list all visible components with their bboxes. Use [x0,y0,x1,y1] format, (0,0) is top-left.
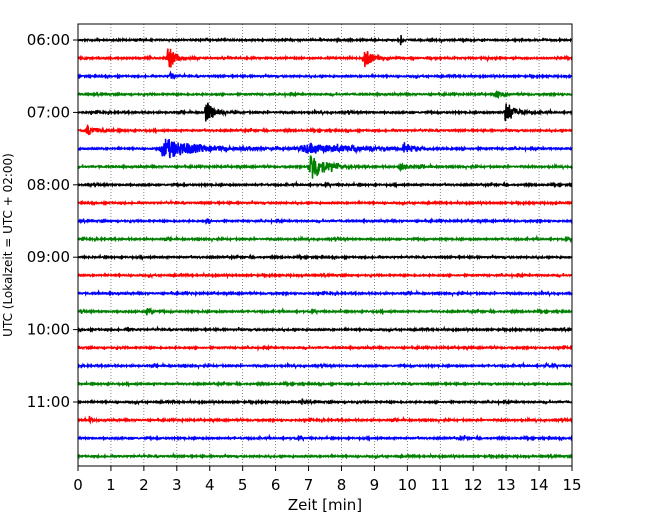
y-tick-label: 11:00 [27,393,70,411]
x-tick-label: 10 [398,476,417,494]
y-tick-label: 08:00 [27,176,70,194]
trace-10:45 [77,380,573,388]
x-tick-label: 7 [304,476,314,494]
trace-10:30 [77,361,573,371]
trace-08:30 [77,217,573,226]
x-tick-label: 14 [530,476,549,494]
trace-06:00 [77,34,573,46]
x-tick-label: 8 [337,476,347,494]
x-tick-label: 0 [73,476,83,494]
trace-09:45 [77,306,573,316]
trace-10:00 [77,325,573,334]
y-axis-ticks: 06:00 07:00 08:00 09:00 10:00 11:00 [27,31,78,411]
trace-08:15 [77,198,573,207]
seismic-traces [77,34,573,460]
y-tick-label: 07:00 [27,103,70,121]
trace-11:15 [77,415,573,425]
y-tick-label: 06:00 [27,31,70,49]
x-tick-label: 1 [106,476,116,494]
trace-11:45 [77,451,573,460]
trace-11:00 [77,397,573,407]
x-tick-label: 12 [464,476,483,494]
trace-11:30 [77,433,573,443]
trace-06:45 [77,90,573,100]
trace-09:30 [77,289,573,298]
plot-frame [77,23,573,467]
x-tick-label: 2 [139,476,149,494]
x-axis-ticks: 0 1 2 3 4 5 6 7 8 9 10 11 12 13 14 15 [73,466,582,494]
x-tick-label: 5 [238,476,248,494]
x-tick-label: 15 [562,476,581,494]
x-tick-label: 11 [431,476,450,494]
trace-07:45 [77,155,573,179]
vertical-gridlines [110,24,540,466]
trace-09:15 [77,271,573,280]
x-tick-label: 3 [172,476,182,494]
trace-07:00 [77,102,573,122]
y-tick-label: 10:00 [27,321,70,339]
x-tick-label: 4 [205,476,215,494]
trace-07:30 [77,138,573,159]
trace-09:00 [77,253,573,261]
x-tick-label: 9 [370,476,380,494]
trace-07:15 [77,124,573,136]
trace-08:00 [77,180,573,189]
x-axis-label: Zeit [min] [288,496,362,514]
x-tick-label: 13 [497,476,516,494]
trace-10:15 [77,343,573,352]
trace-08:45 [77,234,573,244]
trace-06:15 [77,48,573,68]
y-axis-label: UTC (Lokalzeit = UTC + 02:00) [1,153,15,337]
x-tick-label: 6 [271,476,281,494]
trace-06:30 [77,70,573,80]
y-tick-label: 09:00 [27,248,70,266]
